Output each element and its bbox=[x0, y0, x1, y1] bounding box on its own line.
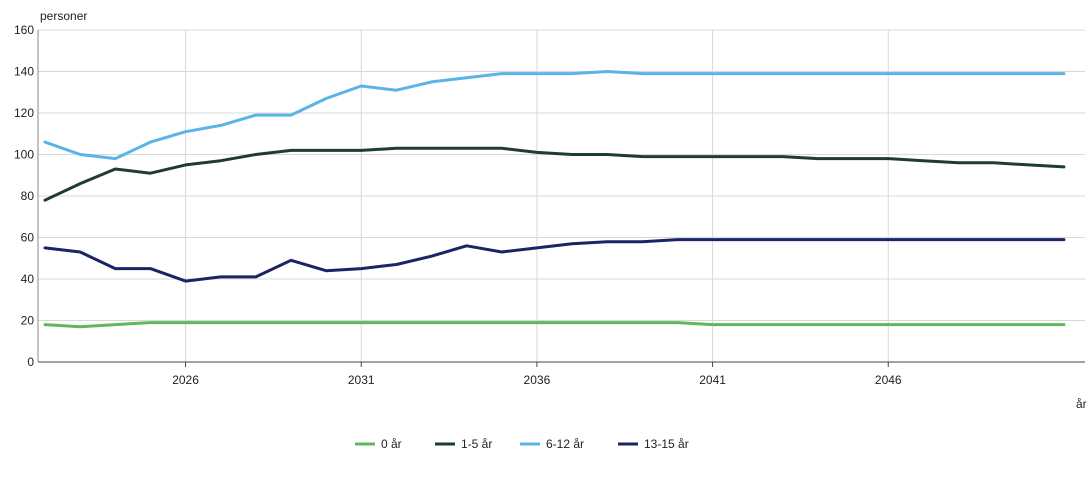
x-tick-label: 2041 bbox=[699, 373, 726, 387]
gridlines bbox=[38, 29, 1085, 367]
y-tick-label: 100 bbox=[14, 148, 34, 162]
axes bbox=[37, 30, 1085, 363]
legend-label: 13-15 år bbox=[644, 437, 689, 451]
y-tick-label: 160 bbox=[14, 23, 34, 37]
y-tick-label: 140 bbox=[14, 65, 34, 79]
y-tick-label: 40 bbox=[21, 272, 35, 286]
x-tick-label: 2046 bbox=[875, 373, 902, 387]
series-line-1 bbox=[43, 146, 1066, 202]
series-line-0 bbox=[43, 321, 1066, 329]
x-axis-title: år bbox=[1076, 397, 1087, 411]
series-line-2 bbox=[43, 70, 1066, 161]
legend-label: 6-12 år bbox=[546, 437, 584, 451]
x-tick-label: 2031 bbox=[348, 373, 375, 387]
y-tick-label: 120 bbox=[14, 106, 34, 120]
legend-label: 1-5 år bbox=[461, 437, 492, 451]
x-tick-label: 2036 bbox=[524, 373, 551, 387]
series-lines bbox=[43, 70, 1066, 329]
x-tick-label: 2026 bbox=[172, 373, 199, 387]
y-tick-label: 0 bbox=[27, 355, 34, 369]
legend-label: 0 år bbox=[381, 437, 402, 451]
series-line-3 bbox=[43, 238, 1066, 283]
y-tick-labels: 0 20 40 60 80 100 120 140 160 bbox=[14, 23, 34, 369]
x-tick-labels: 2026 2031 2036 2041 2046 bbox=[172, 373, 902, 387]
y-tick-label: 20 bbox=[21, 314, 35, 328]
legend: 0 år 1-5 år 6-12 år 13-15 år bbox=[355, 437, 689, 451]
y-tick-label: 80 bbox=[21, 189, 35, 203]
y-axis-title: personer bbox=[40, 9, 87, 23]
y-tick-label: 60 bbox=[21, 231, 35, 245]
